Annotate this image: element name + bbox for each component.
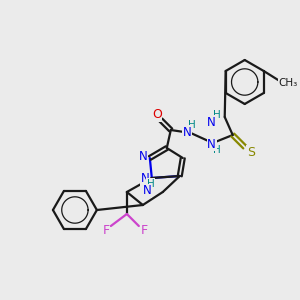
Text: H: H bbox=[147, 179, 155, 189]
Text: CH₃: CH₃ bbox=[278, 78, 297, 88]
Text: O: O bbox=[152, 109, 162, 122]
Text: N: N bbox=[182, 125, 191, 139]
Text: N: N bbox=[207, 137, 216, 151]
Text: N: N bbox=[142, 184, 151, 197]
Text: H: H bbox=[213, 110, 220, 120]
Text: N: N bbox=[207, 116, 216, 128]
Text: H: H bbox=[213, 145, 220, 155]
Text: F: F bbox=[102, 224, 110, 238]
Text: H: H bbox=[188, 120, 196, 130]
Text: N: N bbox=[140, 172, 149, 185]
Text: N: N bbox=[139, 151, 147, 164]
Text: F: F bbox=[140, 224, 147, 238]
Text: S: S bbox=[247, 146, 255, 158]
